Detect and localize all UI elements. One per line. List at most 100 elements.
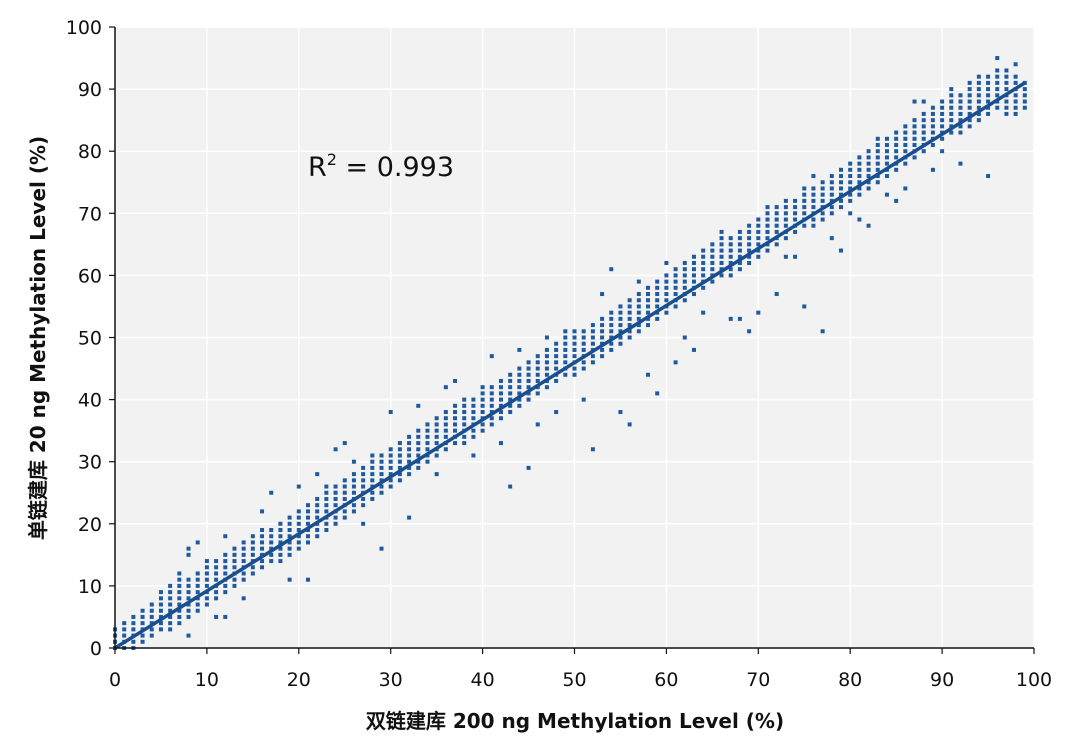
data-point-722 <box>958 105 963 110</box>
data-point-300 <box>471 410 476 415</box>
data-point-350 <box>526 360 531 365</box>
data-point-305 <box>480 422 485 427</box>
data-point-522 <box>728 254 733 259</box>
data-point-737 <box>976 99 981 104</box>
data-point-403 <box>590 341 595 346</box>
data-point-400 <box>590 360 595 365</box>
data-point-65 <box>195 583 200 588</box>
data-point-774 <box>1022 105 1027 110</box>
data-point-288 <box>462 441 467 446</box>
data-point-261 <box>425 434 430 439</box>
data-point-752 <box>995 93 1000 98</box>
data-point-322 <box>498 403 503 408</box>
data-point-498 <box>701 273 706 278</box>
data-point-292 <box>462 416 467 421</box>
y-tick-label-8: 80 <box>78 141 102 163</box>
data-point-638 <box>866 186 871 191</box>
data-point-723 <box>958 99 963 104</box>
data-point-31 <box>158 602 163 607</box>
data-point-445 <box>636 298 641 303</box>
data-point-35 <box>168 621 173 626</box>
data-point-217 <box>370 453 375 458</box>
data-point-769 <box>1013 93 1018 98</box>
data-point-704 <box>940 124 945 129</box>
data-point-491 <box>691 273 696 278</box>
data-point-328 <box>508 410 513 415</box>
data-point-411 <box>600 335 605 340</box>
data-point-627 <box>848 167 853 172</box>
data-point-383 <box>563 329 568 334</box>
data-point-359 <box>535 422 540 427</box>
data-point-575 <box>793 229 798 234</box>
data-point-455 <box>646 372 651 377</box>
data-point-267 <box>434 434 439 439</box>
data-point-450 <box>646 310 651 315</box>
data-point-740 <box>976 80 981 85</box>
data-point-572 <box>783 205 788 210</box>
data-point-662 <box>894 167 899 172</box>
data-point-750 <box>995 105 1000 110</box>
data-point-237 <box>397 459 402 464</box>
data-point-209 <box>361 521 366 526</box>
data-point-479 <box>673 360 678 365</box>
x-tick-label-2: 20 <box>287 669 311 691</box>
data-point-115 <box>250 534 255 539</box>
data-point-392 <box>581 366 586 371</box>
data-point-68 <box>195 540 200 545</box>
data-point-92 <box>223 534 228 539</box>
data-point-464 <box>664 310 669 315</box>
data-point-244 <box>407 453 412 458</box>
data-point-310 <box>480 391 485 396</box>
data-point-412 <box>600 329 605 334</box>
data-point-38 <box>168 602 173 607</box>
data-point-147 <box>296 540 301 545</box>
data-point-385 <box>572 366 577 371</box>
data-point-380 <box>563 347 568 352</box>
data-point-670 <box>903 161 908 166</box>
data-point-155 <box>305 534 310 539</box>
data-point-110 <box>250 565 255 570</box>
data-point-419 <box>609 329 614 334</box>
data-point-631 <box>857 186 862 191</box>
data-point-686 <box>921 149 926 154</box>
data-point-607 <box>829 205 834 210</box>
data-point-536 <box>747 254 752 259</box>
data-point-458 <box>655 304 660 309</box>
data-point-348 <box>526 372 531 377</box>
data-point-404 <box>590 335 595 340</box>
data-point-530 <box>737 248 742 253</box>
data-point-726 <box>967 124 972 129</box>
data-point-538 <box>747 242 752 247</box>
data-point-629 <box>848 211 853 216</box>
data-point-16 <box>140 633 145 638</box>
data-point-733 <box>967 80 972 85</box>
data-point-61 <box>195 608 200 613</box>
data-point-221 <box>379 472 384 477</box>
data-point-246 <box>407 441 412 446</box>
data-point-459 <box>655 298 660 303</box>
data-point-658 <box>884 149 889 154</box>
data-point-672 <box>903 149 908 154</box>
data-point-699 <box>930 111 935 116</box>
data-point-648 <box>875 167 880 172</box>
data-point-54 <box>186 596 191 601</box>
data-point-235 <box>397 472 402 477</box>
data-point-415 <box>600 292 605 297</box>
data-point-659 <box>884 142 889 147</box>
data-point-772 <box>1013 74 1018 79</box>
data-point-545 <box>756 242 761 247</box>
data-point-78 <box>214 590 219 595</box>
data-point-710 <box>949 130 954 135</box>
data-point-660 <box>884 136 889 141</box>
data-point-134 <box>278 540 283 545</box>
data-point-397 <box>581 335 586 340</box>
x-tick-label-10: 100 <box>1016 669 1052 691</box>
data-point-363 <box>544 366 549 371</box>
data-point-321 <box>498 410 503 415</box>
data-point-34 <box>168 627 173 632</box>
data-point-432 <box>627 335 632 340</box>
data-point-452 <box>646 298 651 303</box>
data-point-713 <box>949 111 954 116</box>
data-point-345 <box>526 391 531 396</box>
